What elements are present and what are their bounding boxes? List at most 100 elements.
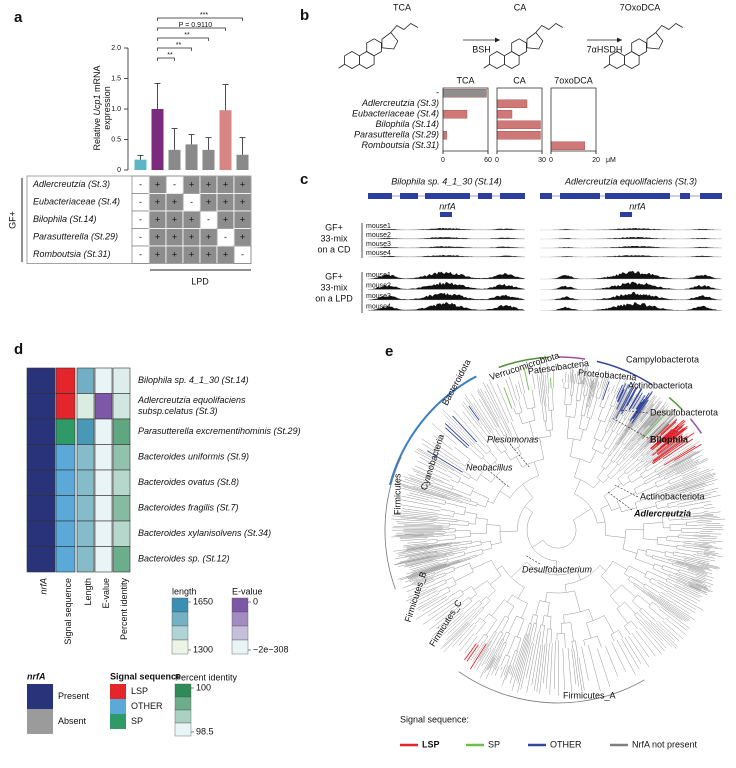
heatmap-cell <box>26 444 56 471</box>
group-label: on a LPD <box>315 293 353 303</box>
clade-label: Actinobacteriota <box>628 380 693 390</box>
leader-line <box>509 443 531 469</box>
tree-branches <box>464 419 702 670</box>
legend-swatch <box>171 639 189 655</box>
clade-arc <box>596 360 653 386</box>
compound-label: 7OxoDCA <box>620 2 661 12</box>
coverage-track <box>368 292 525 300</box>
bar <box>496 99 528 108</box>
coverage-track <box>368 271 525 279</box>
group-label: 33-mix <box>320 233 348 243</box>
bar <box>134 159 147 170</box>
hydroxyl <box>483 63 490 69</box>
legend-swatch <box>174 696 192 711</box>
gene-feature <box>680 193 690 199</box>
cell-text: - <box>139 179 142 189</box>
legend-tick-label: 1300 <box>193 644 213 654</box>
heatmap-cell <box>26 520 56 547</box>
group-label: 33-mix <box>320 282 348 292</box>
row-label: Bilophila (St.14) <box>33 214 97 224</box>
coverage-track <box>368 227 525 230</box>
cell-text: + <box>223 214 228 224</box>
panel-label: d <box>14 341 23 358</box>
cell-text: + <box>155 249 160 259</box>
legend-swatch <box>27 684 53 709</box>
steroid-ring <box>526 31 544 50</box>
bar <box>151 109 164 170</box>
cell-text: - <box>139 197 142 207</box>
significance-bracket <box>157 37 209 41</box>
heatmap-cell <box>94 418 113 445</box>
legend-label: LSP <box>131 686 148 696</box>
cell-text: + <box>223 197 228 207</box>
coverage-track <box>540 270 722 279</box>
clade-label: Desulfobacterota <box>650 407 718 417</box>
heatmap-cell <box>55 546 76 573</box>
coverage-track <box>368 281 525 290</box>
bar <box>219 110 232 170</box>
mouse-label: mouse3 <box>366 293 391 300</box>
panel-title: 7oxoDCA <box>554 75 593 85</box>
coverage-track <box>368 237 525 239</box>
side-chain <box>655 23 684 33</box>
x-tick-label: 60 <box>484 157 492 164</box>
cell-text: + <box>240 179 245 189</box>
legend-swatch <box>174 722 192 737</box>
legend-swatch <box>174 683 192 698</box>
legend-label: SP <box>131 716 143 726</box>
clade-arc <box>689 418 703 434</box>
column-label: Signal sequence <box>63 578 73 645</box>
bar <box>442 130 447 140</box>
heatmap-cell <box>26 393 56 420</box>
enzyme-label: 7αHSDH <box>587 44 623 54</box>
coverage-track <box>540 302 722 311</box>
arrow-head <box>495 37 500 43</box>
heatmap-cell <box>55 393 76 420</box>
coverage-track <box>540 255 722 257</box>
cell-text: + <box>172 214 177 224</box>
steroid-ring <box>344 51 360 69</box>
legend-tick-label: 98.5 <box>196 726 214 736</box>
heatmap-cell <box>76 469 95 496</box>
column-label: E-value <box>101 578 111 609</box>
column-label: nrfA <box>38 578 48 595</box>
cell-text: + <box>223 249 228 259</box>
heatmap-cell <box>112 495 131 522</box>
row-label: Bacteroides ovatus (St.8) <box>138 477 239 487</box>
hydroxyl <box>603 63 610 69</box>
legend-tick-label: 0 <box>253 596 258 606</box>
compound-label: TCA <box>393 2 411 12</box>
y-tick-label: 1.0 <box>111 106 121 113</box>
clade-arc <box>384 456 402 590</box>
cell-text: + <box>206 232 211 242</box>
bar <box>185 144 198 170</box>
row-label: Adlercreutzia equolifaciens <box>137 395 246 405</box>
clade-label: Bilophila <box>650 434 689 444</box>
cell-text: + <box>155 179 160 189</box>
clade-label: Firmicutes_A <box>563 690 616 700</box>
cell-text: + <box>155 232 160 242</box>
gene-feature <box>540 193 552 199</box>
mouse-label: mouse1 <box>366 223 391 230</box>
cell-text: + <box>240 197 245 207</box>
significance-bracket <box>157 27 226 31</box>
x-tick-label: 0 <box>495 157 499 164</box>
y-axis-label: Relative Ucp1 mRNA <box>92 65 102 150</box>
heatmap-cell <box>55 367 76 394</box>
heatmap-cell <box>94 520 113 547</box>
heatmap-cell <box>112 444 131 471</box>
row-label: Adlercreutzia (St.3) <box>361 98 439 108</box>
bar <box>236 154 249 170</box>
heatmap-cell <box>55 469 76 496</box>
y-axis-label-part: mRNA <box>92 65 102 94</box>
mouse-label: mouse1 <box>366 272 391 279</box>
coverage-track <box>540 227 722 230</box>
row-label: Bilophila (St.14) <box>375 119 439 129</box>
row-label: Romboutsia (St.31) <box>361 140 439 150</box>
y-tick-label: 1.5 <box>111 75 121 82</box>
legend-swatch <box>174 709 192 724</box>
legend-label: OTHER <box>550 739 582 749</box>
row-label: Bilophila sp. 4_1_30 (St.14) <box>138 375 249 385</box>
gene-feature <box>425 193 470 199</box>
